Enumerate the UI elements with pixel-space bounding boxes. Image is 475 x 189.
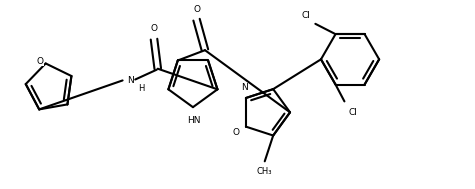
Text: N: N [242,83,248,92]
Text: Cl: Cl [349,108,357,117]
Text: O: O [232,128,239,137]
Text: O: O [37,57,44,66]
Text: O: O [151,24,158,33]
Text: Cl: Cl [302,11,311,20]
Text: N: N [127,76,134,85]
Text: H: H [138,84,144,93]
Text: HN: HN [187,116,200,125]
Text: CH₃: CH₃ [257,167,273,176]
Text: O: O [193,5,200,14]
